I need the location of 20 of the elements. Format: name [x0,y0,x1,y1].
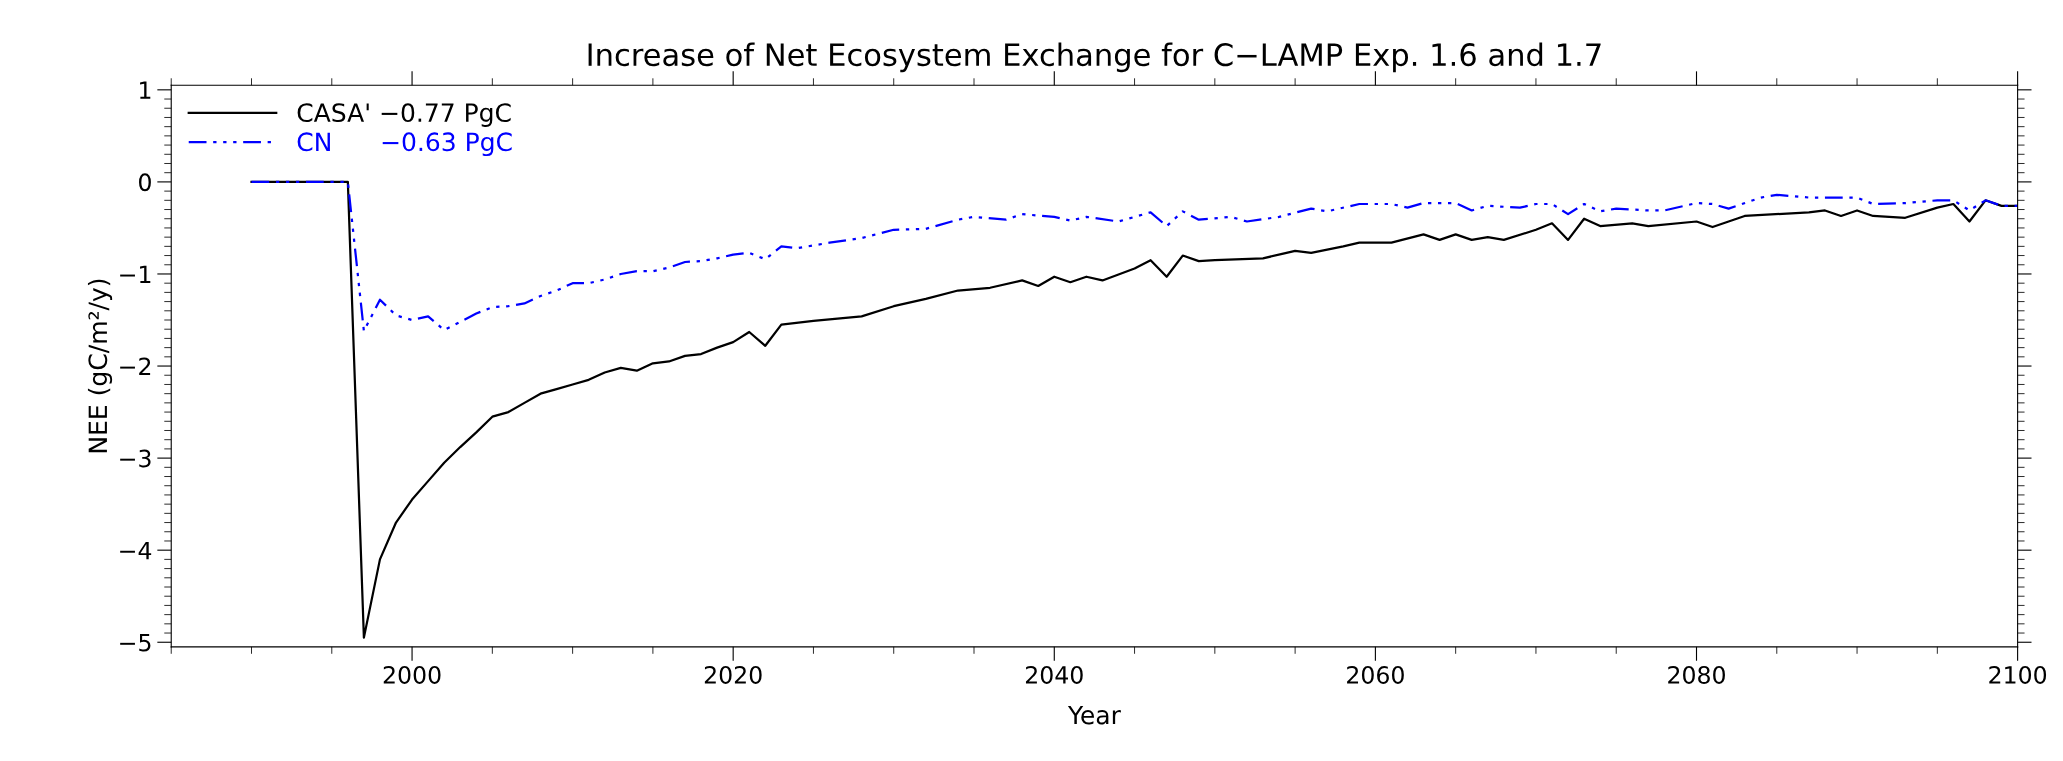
x-tick-label: 2040 [1025,666,1083,684]
x-tick-label: 2100 [1989,666,2047,684]
x-tick-label: 2080 [1668,666,1725,684]
line-series [250,180,2018,333]
x-tick-label: 2020 [704,666,762,684]
y-axis-title: NEE (gC/m²/y) [87,279,113,453]
y-tick-label: −3 [120,449,151,468]
y-tick-label: 0 [139,173,151,192]
x-axis-title: Year [1067,705,1121,725]
y-tick-label: −2 [120,357,151,376]
chart-title: Increase of Net Ecosystem Exchange for C−LAMP Exp. 1.6 and 1.7 [588,42,1601,73]
y-tick-label: −4 [120,541,152,560]
legend-label: CASA' −0.77 PgC [297,103,511,127]
x-tick-label: 2060 [1347,666,1404,684]
y-tick-label: 1 [140,81,151,99]
legend-label: CN −0.63 PgC [297,132,512,157]
line-series [250,180,2018,639]
y-tick-label: −1 [120,265,151,283]
x-tick-label: 2000 [383,666,441,684]
y-tick-label: −5 [120,634,151,652]
